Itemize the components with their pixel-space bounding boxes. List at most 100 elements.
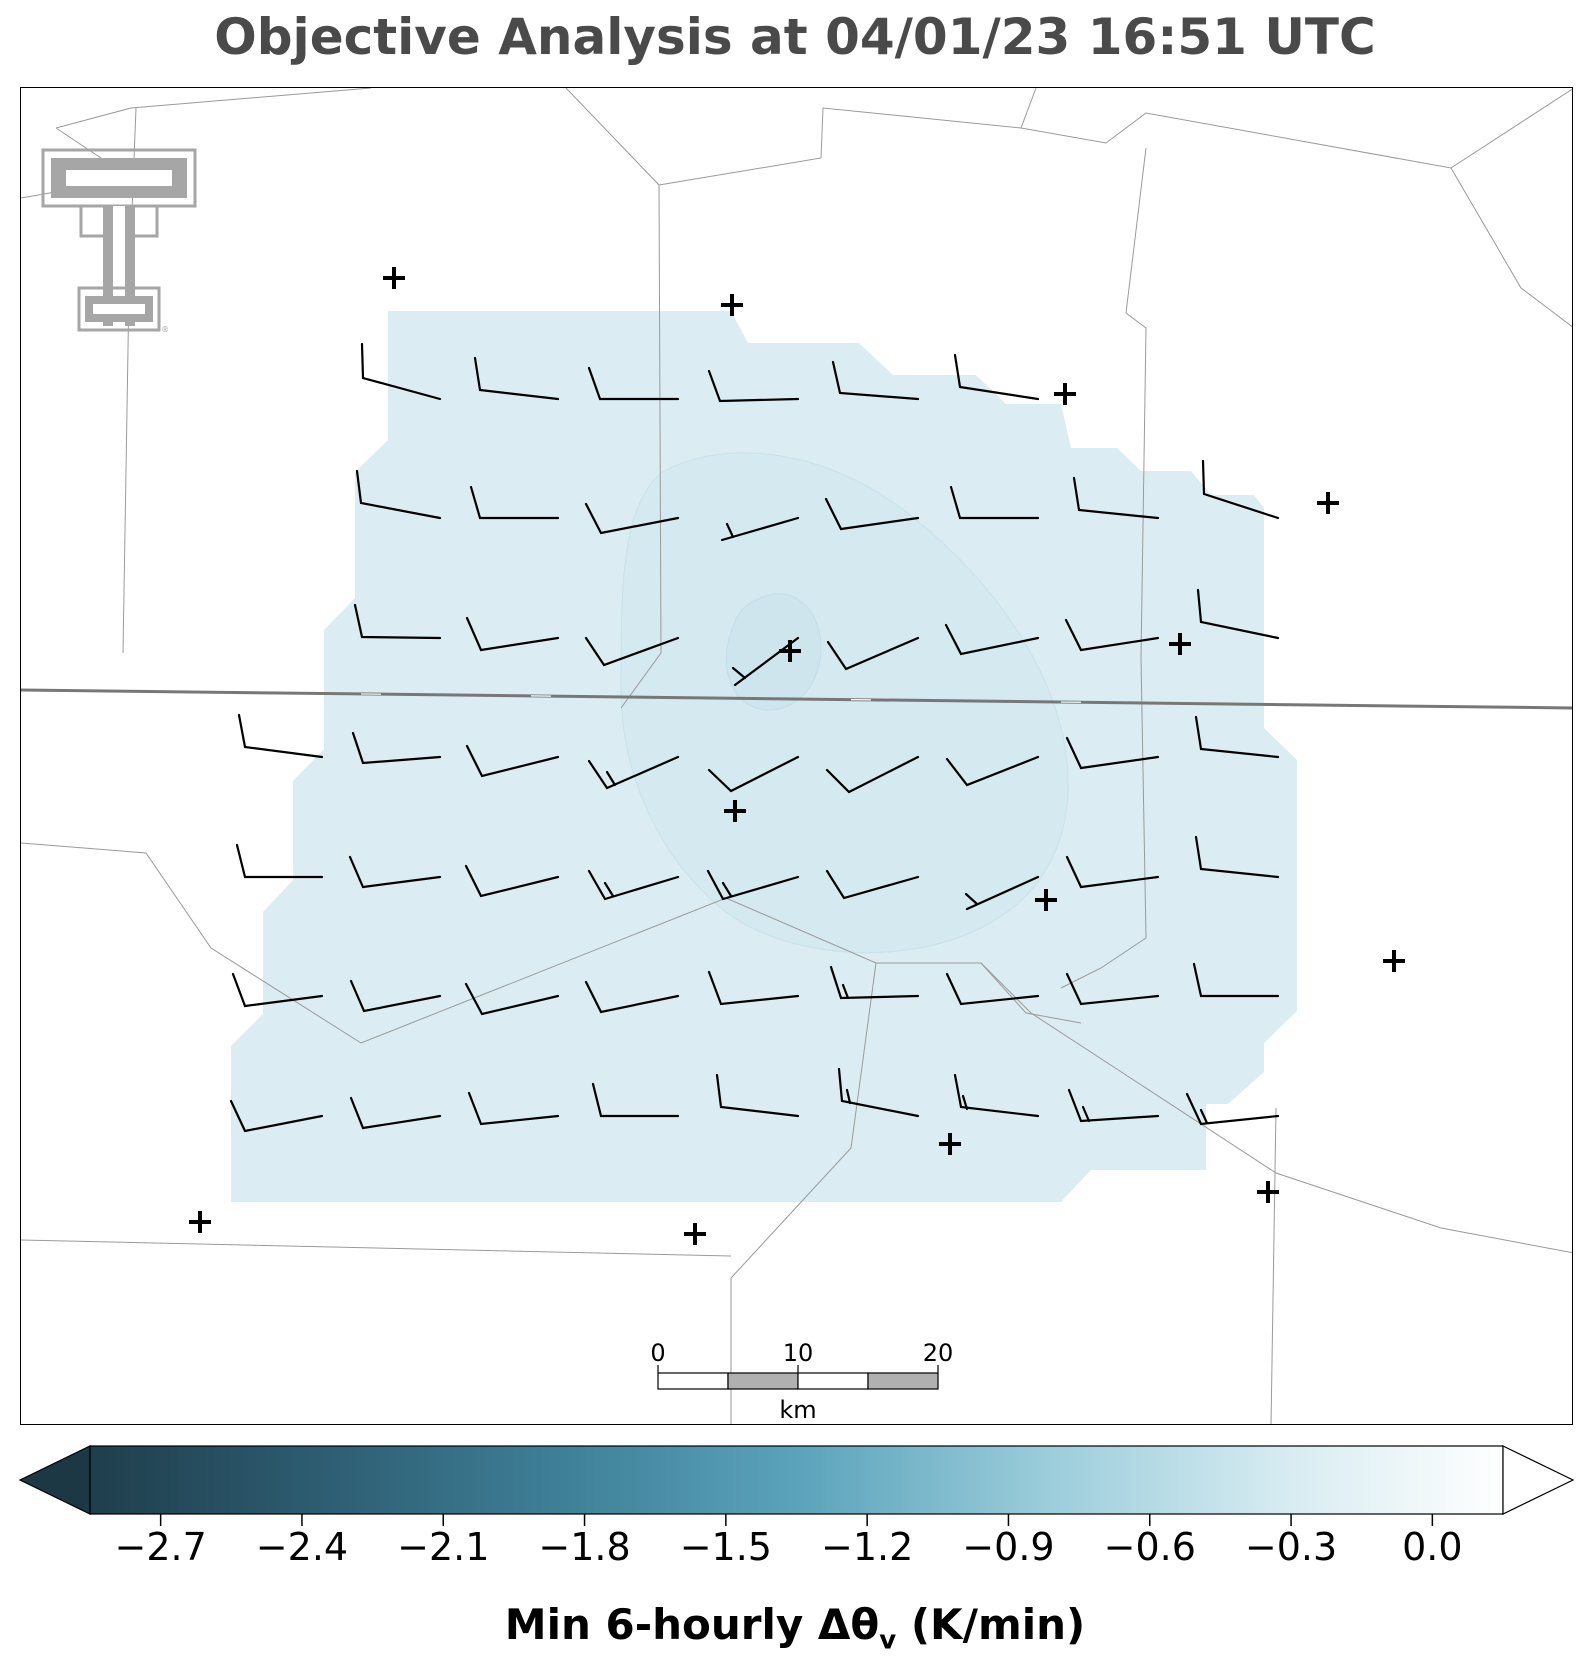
- wind-barb: [587, 755, 680, 790]
- colorbar-tick-label: −0.3: [1245, 1525, 1337, 1569]
- wind-barb: [473, 356, 560, 401]
- wind-barb: [826, 636, 920, 671]
- station-marker: [1169, 633, 1191, 655]
- wind-barb: [707, 755, 800, 793]
- wind-barb: [1194, 835, 1280, 879]
- colorbar-extend-high: [1502, 1445, 1575, 1515]
- wind-barb: [707, 369, 800, 403]
- wind-barb: [706, 869, 800, 901]
- wind-barb: [235, 843, 324, 879]
- scale-tick-20: 20: [923, 1339, 954, 1367]
- wind-barb: [1185, 1092, 1280, 1126]
- wind-barb: [964, 875, 1040, 911]
- wind-barb: [1065, 736, 1160, 770]
- colorbar-extend-low: [18, 1445, 91, 1515]
- wind-barb: [720, 516, 800, 542]
- wind-barb: [591, 1082, 680, 1118]
- wind-barb: [824, 497, 920, 531]
- wind-barb: [464, 864, 560, 898]
- colorbar-tick-label: −2.4: [256, 1525, 348, 1569]
- wind-barb: [353, 603, 442, 640]
- wind-barb: [825, 755, 920, 794]
- wind-barb: [707, 970, 800, 1006]
- wind-barb: [1192, 962, 1280, 998]
- station-markers: [189, 267, 1405, 1245]
- scale-bar: 0 10 20 km: [650, 1339, 953, 1424]
- colorbar-label-main: Min 6-hourly Δθ: [504, 1600, 880, 1649]
- wind-barb: [949, 485, 1040, 520]
- wind-barb: [731, 636, 800, 687]
- wind-barb: [715, 1073, 800, 1118]
- wind-barb: [237, 713, 324, 759]
- station-marker: [1035, 889, 1057, 911]
- wind-barb: [825, 869, 920, 900]
- station-marker: [1317, 492, 1339, 514]
- wind-barb: [584, 980, 680, 1014]
- wind-barb: [360, 342, 442, 401]
- wind-barbs: [229, 342, 1280, 1133]
- analysis-contour-core: [725, 593, 822, 711]
- wind-barb: [465, 744, 560, 778]
- wind-barb: [355, 469, 442, 520]
- wind-barb: [1065, 855, 1160, 889]
- colorbar-ticks: −2.7 −2.4 −2.1 −1.8 −1.5 −1.2 −0.9 −0.6 −0.3 0.0: [115, 1514, 1463, 1569]
- colorbar-tick-label: −0.9: [962, 1525, 1054, 1569]
- wind-barb: [584, 502, 680, 535]
- colorbar-tick-label: −0.6: [1104, 1525, 1196, 1569]
- page-title: Objective Analysis at 04/01/23 16:51 UTC: [214, 8, 1376, 66]
- colorbar-label-units: (K/min): [896, 1600, 1086, 1649]
- wind-barb: [1072, 476, 1160, 520]
- wind-barb: [953, 353, 1040, 401]
- wind-barb: [1196, 588, 1280, 640]
- wind-barb: [829, 965, 920, 1000]
- colorbar-body: [89, 1445, 1504, 1515]
- station-marker: [939, 1133, 961, 1155]
- station-marker: [1054, 383, 1076, 405]
- colorbar-label-sub: v: [879, 1625, 897, 1656]
- wind-barb: [831, 360, 920, 401]
- colorbar-tick-label: −2.1: [397, 1525, 489, 1569]
- wind-barb: [349, 1096, 442, 1130]
- wind-barb: [944, 623, 1040, 656]
- state-boundary: [21, 688, 1572, 710]
- wind-barb: [465, 616, 560, 652]
- station-marker: [1383, 950, 1405, 972]
- station-marker: [721, 294, 743, 316]
- wind-barb: [467, 1091, 560, 1126]
- colorbar-tick-label: −2.7: [115, 1525, 207, 1569]
- wind-barb: [1064, 618, 1160, 652]
- wind-barb: [587, 869, 680, 901]
- wind-barb: [587, 366, 680, 401]
- station-marker: [724, 800, 746, 822]
- wind-barb: [1194, 715, 1280, 759]
- wind-barb: [837, 1067, 920, 1118]
- colorbar-tick-label: −1.8: [538, 1525, 630, 1569]
- scale-tick-10: 10: [783, 1339, 814, 1367]
- wind-barb: [351, 731, 442, 765]
- wind-barb: [945, 972, 1040, 1006]
- colorbar-label: Min 6-hourly Δθv (K/min): [0, 1600, 1590, 1655]
- wind-barb: [1067, 1088, 1160, 1123]
- scale-units: km: [779, 1396, 816, 1424]
- station-marker: [383, 267, 405, 289]
- wind-barb: [1065, 972, 1160, 1006]
- wind-barb: [348, 855, 442, 889]
- scale-tick-0: 0: [650, 1339, 665, 1367]
- svg-text:®: ®: [161, 325, 169, 334]
- station-marker: [1257, 1181, 1279, 1203]
- wind-barb: [469, 485, 560, 520]
- map-panel: ®: [20, 87, 1573, 1425]
- map-canvas: ®: [21, 88, 1572, 1424]
- colorbar-tick-label: 0.0: [1402, 1525, 1462, 1569]
- colorbar-tick-label: −1.2: [821, 1525, 913, 1569]
- wind-barb: [953, 1073, 1040, 1118]
- wind-barb: [464, 982, 560, 1016]
- texas-tech-logo: ®: [41, 148, 197, 334]
- colorbar-tick-label: −1.5: [680, 1525, 772, 1569]
- station-marker: [189, 1211, 211, 1233]
- wind-barb: [945, 755, 1040, 787]
- colorbar: −2.7 −2.4 −2.1 −1.8 −1.5 −1.2 −0.9 −0.6 −0.3 0.0: [18, 1445, 1575, 1569]
- analysis-contour-inner: [620, 452, 1069, 954]
- wind-barb: [584, 636, 680, 667]
- wind-barb: [349, 979, 442, 1013]
